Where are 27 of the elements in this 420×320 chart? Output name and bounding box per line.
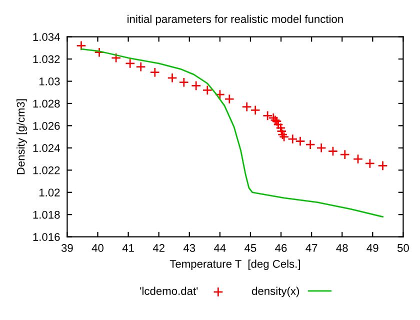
y-tick-label: 1.026	[33, 122, 60, 130]
legend-label: density(x)	[252, 286, 299, 298]
x-tick-label: 44	[214, 244, 226, 252]
x-axis-title: Temperature T [deg Cels.]	[170, 260, 300, 270]
y-tick-label: 1.024	[33, 144, 60, 152]
x-tick-label: 48	[336, 244, 348, 252]
y-tick-label: 1.03	[39, 78, 60, 86]
x-tick-label: 46	[275, 244, 287, 252]
chart-title: initial parameters for realistic model function	[128, 14, 343, 26]
legend-label: 'lcdemo.dat'	[140, 286, 198, 295]
y-tick-label: 1.028	[33, 100, 60, 108]
y-tick-label: 1.02	[39, 188, 60, 196]
x-tick-label: 45	[244, 244, 256, 252]
y-tick-label: 1.018	[33, 210, 60, 219]
y-tick-label: 1.016	[33, 233, 60, 241]
y-axis-title: Density [g/cm3]	[16, 99, 27, 174]
y-tick-label: 1.022	[33, 166, 60, 174]
y-tick-label: 1.034	[33, 33, 60, 41]
x-tick-label: 49	[366, 244, 378, 252]
y-tick-label: 1.032	[33, 55, 60, 64]
x-tick-label: 50	[397, 244, 409, 252]
x-tick-label: 39	[61, 244, 73, 252]
x-tick-label: 47	[306, 244, 318, 252]
x-tick-label: 43	[183, 244, 196, 252]
x-tick-label: 41	[122, 244, 134, 252]
x-tick-label: 42	[152, 244, 164, 252]
x-tick-label: 40	[92, 244, 104, 252]
